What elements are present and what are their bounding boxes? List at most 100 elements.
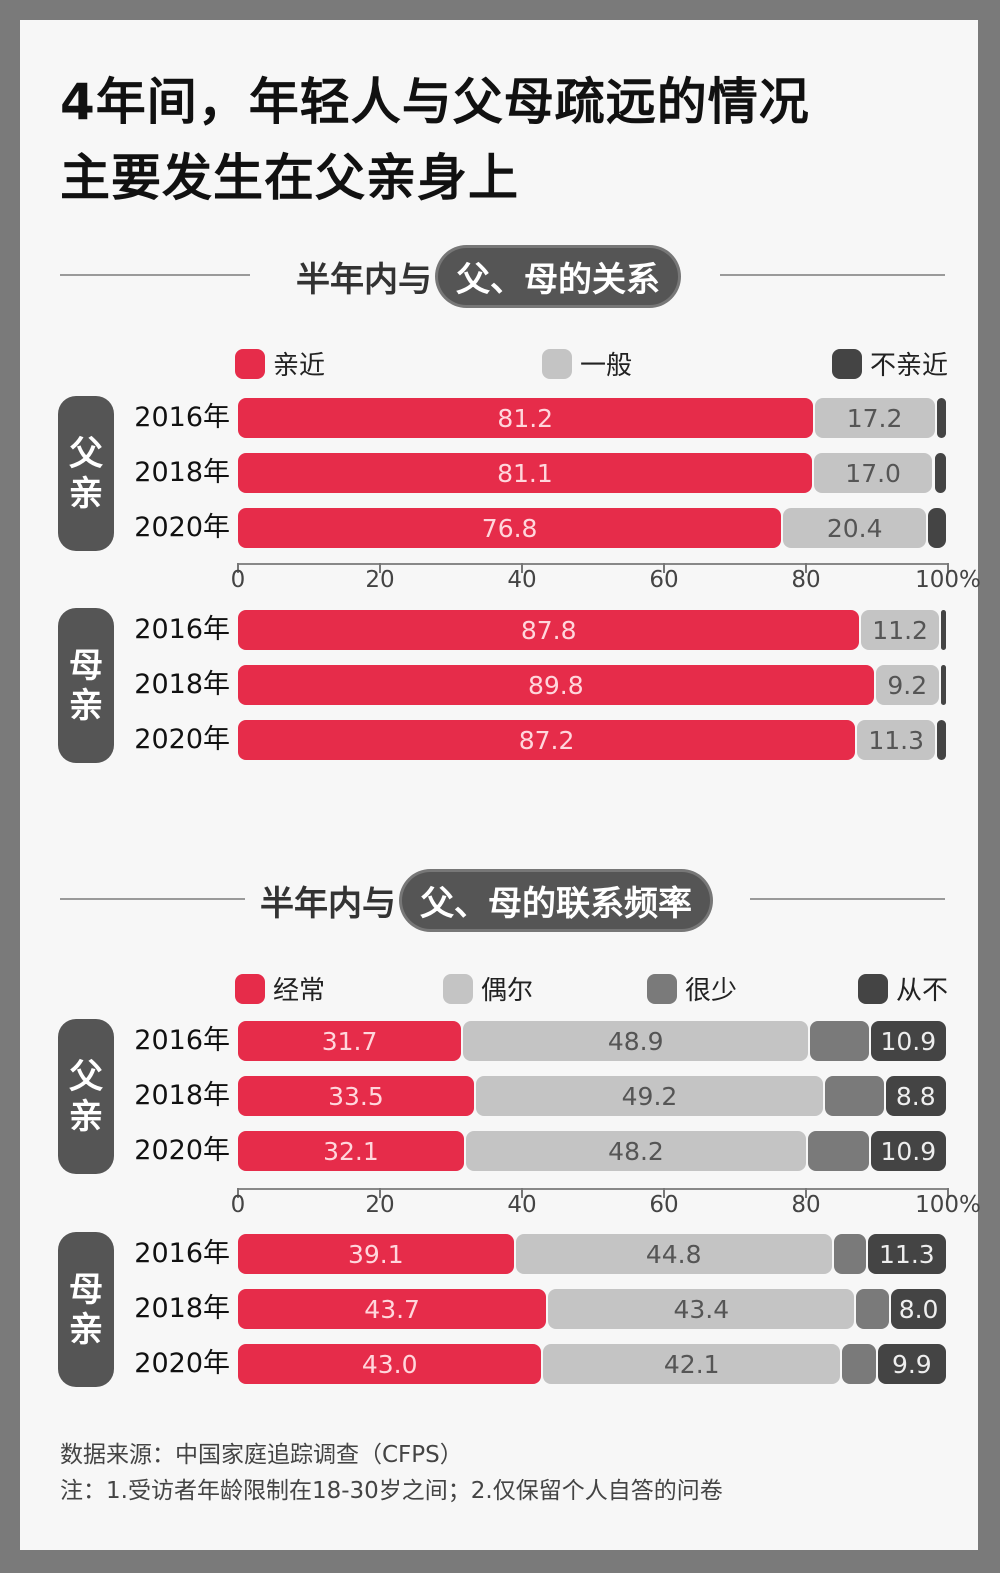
stacked-bar: 43.0 42.1 9.9 [238, 1344, 948, 1384]
x-tick-label: 100% [915, 1192, 981, 1218]
x-axis: 0 20 40 60 80 100% [231, 1188, 981, 1218]
group-label-char: 亲 [69, 1309, 103, 1350]
x-tick-label: 0 [230, 567, 246, 593]
x-tick-label: 0 [230, 1192, 246, 1218]
section-divider-left [60, 898, 245, 900]
legend-swatch [858, 973, 888, 1004]
group-label-char: 父 [69, 1056, 103, 1097]
x-tick-mark [379, 563, 381, 573]
legend-label: 很少 [685, 976, 738, 1006]
bar-segment: 11.3 [867, 1234, 946, 1274]
bar-segment [808, 1131, 869, 1171]
x-tick-mark [947, 1188, 949, 1198]
bar-segment: 17.0 [813, 453, 933, 493]
year-label: 2020年 [134, 1135, 230, 1166]
stacked-bar: 87.2 11.3 [238, 720, 948, 760]
bar-segment [936, 398, 946, 438]
legend-label: 经常 [273, 976, 326, 1006]
page-title: 4年间，年轻人与父母疏远的情况 [60, 73, 810, 131]
x-tick-mark [947, 563, 949, 573]
stacked-bar: 81.2 17.2 [238, 398, 948, 438]
bar-segment: 32.1 [238, 1131, 464, 1171]
group-label-char: 亲 [69, 685, 103, 726]
bar-segment [940, 610, 946, 650]
legend-swatch [647, 973, 677, 1004]
bar-segment: 81.1 [238, 453, 812, 493]
bar-segment: 43.7 [238, 1289, 547, 1329]
year-label: 2018年 [134, 1080, 230, 1111]
x-tick-label: 80 [791, 567, 821, 593]
bar-segment: 11.3 [857, 720, 936, 760]
bar-segment: 39.1 [238, 1234, 514, 1274]
legend-item: 偶尔 [443, 970, 533, 1007]
legend-label: 亲近 [273, 351, 326, 381]
legend-label: 一般 [580, 351, 633, 381]
bar-segment: 10.9 [870, 1131, 946, 1171]
x-tick-mark [237, 563, 239, 573]
x-tick-label: 60 [649, 567, 679, 593]
stacked-bar: 31.7 48.9 10.9 [238, 1021, 948, 1061]
bar-segment [825, 1076, 884, 1116]
legend-swatch [542, 348, 572, 379]
bar-segment: 10.9 [870, 1021, 946, 1061]
bar-segment: 48.2 [465, 1131, 807, 1171]
bar-segment: 11.2 [861, 610, 939, 650]
legend-item: 经常 [235, 970, 325, 1007]
legend-swatch [235, 348, 265, 379]
section-divider-right [720, 274, 945, 276]
bar-segment [842, 1344, 876, 1384]
footnote: 注：1.受访者年龄限制在18-30岁之间；2.仅保留个人自答的问卷 [60, 1478, 723, 1504]
stacked-bar: 32.1 48.2 10.9 [238, 1131, 948, 1171]
bar-segment: 43.0 [238, 1344, 542, 1384]
group-label: 母亲 [58, 608, 114, 763]
bar-segment: 43.4 [548, 1289, 855, 1329]
bar-segment: 42.1 [543, 1344, 841, 1384]
year-label: 2016年 [134, 402, 230, 433]
bar-segment: 44.8 [515, 1234, 832, 1274]
x-tick-mark [663, 563, 665, 573]
x-axis-line [238, 1188, 948, 1190]
legend-label: 从不 [896, 976, 949, 1006]
year-label: 2020年 [134, 724, 230, 755]
section-divider-right [750, 898, 945, 900]
x-tick-mark [805, 563, 807, 573]
bar-segment: 8.0 [891, 1289, 946, 1329]
x-tick-label: 60 [649, 1192, 679, 1218]
x-tick-mark [521, 563, 523, 573]
x-axis: 0 20 40 60 80 100% [231, 563, 981, 593]
legend-item: 亲近 [235, 345, 325, 382]
stacked-bar: 39.1 44.8 11.3 [238, 1234, 948, 1274]
group-label: 母亲 [58, 1232, 114, 1387]
bar-segment [940, 665, 946, 705]
x-tick-mark [663, 1188, 665, 1198]
bar-segment: 49.2 [475, 1076, 824, 1116]
source-note: 数据来源：中国家庭追踪调查（CFPS） [60, 1442, 463, 1468]
year-label: 2020年 [134, 512, 230, 543]
year-label: 2018年 [134, 457, 230, 488]
x-tick-label: 80 [791, 1192, 821, 1218]
legend-item: 一般 [542, 345, 632, 382]
chart-title: 半年内与 父、母的联系频率 [260, 872, 710, 929]
group-label: 父亲 [58, 396, 114, 551]
x-tick-mark [521, 1188, 523, 1198]
x-tick-label: 40 [507, 567, 537, 593]
group-label-char: 亲 [69, 473, 103, 514]
chart-title-highlight: 父、母的联系频率 [402, 872, 710, 929]
year-label: 2018年 [134, 1293, 230, 1324]
chart-title-prefix: 半年内与 [296, 260, 432, 300]
stacked-bar: 87.8 11.2 [238, 610, 948, 650]
x-tick-label: 40 [507, 1192, 537, 1218]
group-label-char: 母 [69, 645, 103, 686]
year-label: 2020年 [134, 1348, 230, 1379]
bar-segment: 76.8 [238, 508, 782, 548]
group-label-char: 亲 [69, 1096, 103, 1137]
x-tick-label: 20 [365, 1192, 395, 1218]
bar-segment: 9.9 [877, 1344, 946, 1384]
page-subtitle: 主要发生在父亲身上 [60, 149, 519, 207]
bar-segment: 20.4 [783, 508, 927, 548]
bar-segment: 87.8 [238, 610, 860, 650]
year-label: 2016年 [134, 1238, 230, 1269]
bar-segment [928, 508, 946, 548]
stacked-bar: 33.5 49.2 8.8 [238, 1076, 948, 1116]
legend-swatch [235, 973, 265, 1004]
